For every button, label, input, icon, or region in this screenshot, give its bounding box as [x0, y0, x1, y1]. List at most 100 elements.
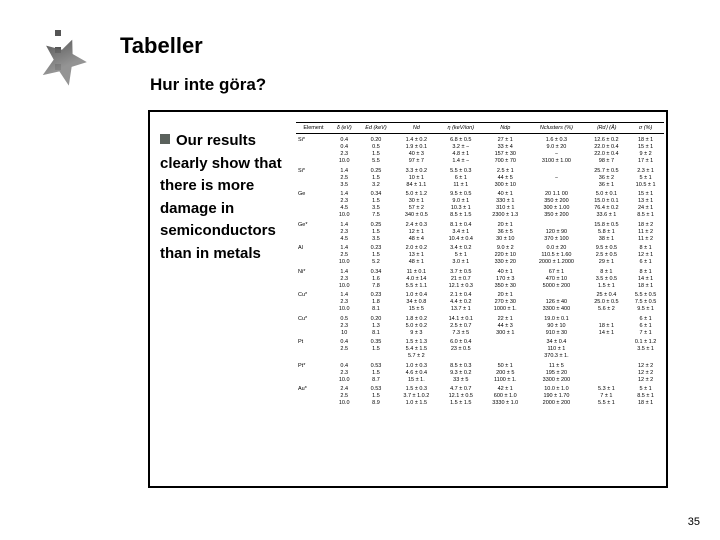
table-cell: Ni* — [296, 266, 331, 276]
table-cell: Si* — [296, 134, 331, 144]
table-cell: 9.5 ± 0.5 — [586, 242, 628, 252]
table-cell — [296, 275, 331, 282]
table-cell: 18 ± 2 — [627, 219, 664, 229]
table-cell: 0.34 — [358, 266, 395, 276]
table-cell: 19.0 ± 0.1 — [527, 313, 585, 323]
table-cell: 8.1 — [358, 306, 395, 313]
table-cell: 4.0 ± 14 — [394, 275, 438, 282]
table-cell: 44 ± 5 — [483, 174, 527, 181]
table-cell: 3.2 — [358, 181, 395, 188]
table-cell — [586, 369, 628, 376]
table-cell: 11 ± 2 — [627, 235, 664, 242]
table-cell: 2.3 — [331, 228, 358, 235]
table-row: 2.31.35.0 ± 0.22.5 ± 0.744 ± 390 ± 1018 … — [296, 322, 664, 329]
table-cell: 0.1 ± 1.2 — [627, 336, 664, 346]
bullet-text-block: Our results clearly show that there is m… — [160, 130, 290, 265]
table-cell: 22.0 ± 0.4 — [586, 151, 628, 158]
table-cell: 1.5 — [358, 198, 395, 205]
table-row: Ni*1.40.3411 ± 0.13.7 ± 0.540 ± 167 ± 18… — [296, 266, 664, 276]
table-cell — [586, 313, 628, 323]
table-cell: 1.0 ± 0.3 — [394, 360, 438, 370]
table-cell: 5.7 ± 2 — [394, 353, 438, 360]
table-cell: 6 ± 1 — [627, 313, 664, 323]
table-cell: 2.3 ± 1 — [627, 165, 664, 175]
table-cell: 5.3 ± 1 — [586, 383, 628, 393]
table-cell: 5.2 — [358, 259, 395, 266]
table-cell: 0.23 — [358, 289, 395, 299]
table-cell: Au* — [296, 383, 331, 393]
table-cell: 3.5 — [358, 205, 395, 212]
table-row: 2.51.55.4 ± 1.523 ± 0.5110 ± 13.5 ± 1 — [296, 346, 664, 353]
table-cell: 18 ± 1 — [586, 322, 628, 329]
table-cell — [296, 393, 331, 400]
table-cell: 34 ± 0.4 — [527, 336, 585, 346]
table-cell: 42 ± 1 — [483, 383, 527, 393]
table-cell: 1.4 — [331, 289, 358, 299]
table-cell: 340 ± 0.5 — [394, 212, 438, 219]
table-cell: 10 — [331, 329, 358, 336]
table-cell: 12 ± 2 — [627, 376, 664, 383]
table-cell: 3.5 ± 1 — [627, 346, 664, 353]
table-cell: 2.3 — [331, 151, 358, 158]
table-cell: 10.4 ± 0.4 — [438, 235, 483, 242]
table-cell: 1100 ± 1. — [483, 376, 527, 383]
table-cell: 15 ± 5 — [394, 306, 438, 313]
table-cell: 1.5 — [358, 369, 395, 376]
table-header-cell: Ed (keV) — [358, 123, 395, 134]
table-cell: 370 ± 100 — [527, 235, 585, 242]
table-cell: 10.0 — [331, 306, 358, 313]
table-cell: 18 ± 1 — [627, 400, 664, 407]
table-cell: 8.5 ± 1.5 — [438, 212, 483, 219]
table-cell: 3.2 ± − — [438, 144, 483, 151]
table-row: 2.51.53.7 ± 1.0.212.1 ± 0.5600 ± 1.0190 … — [296, 393, 664, 400]
table-cell: 350 ± 200 — [527, 212, 585, 219]
table-cell: 157 ± 30 — [483, 151, 527, 158]
table-cell: 30 ± 10 — [483, 235, 527, 242]
table-cell: 24 ± 1 — [627, 205, 664, 212]
table-cell: 22 ± 1 — [483, 313, 527, 323]
table-cell: 0.0 ± 20 — [527, 242, 585, 252]
table-row: 2.31.512 ± 13.4 ± 136 ± 5120 ± 905.8 ± 1… — [296, 228, 664, 235]
table-cell: 9.5 ± 0.5 — [438, 188, 483, 198]
table-cell: 2000 ± 200 — [527, 400, 585, 407]
table-cell: 2.4 ± 0.3 — [394, 219, 438, 229]
table-cell: 97 ± 7 — [394, 158, 438, 165]
table-cell: 3300 ± 200 — [527, 376, 585, 383]
table-cell — [527, 289, 585, 299]
table-cell: 1.5 — [358, 393, 395, 400]
table-cell: 300 ± 1 — [483, 329, 527, 336]
table-cell: Pt — [296, 336, 331, 346]
table-cell — [296, 299, 331, 306]
table-row: 2.51.510 ± 16 ± 144 ± 5−36 ± 25 ± 1 — [296, 174, 664, 181]
table-row: 4.53.557 ± 210.3 ± 1310 ± 1300 ± 1.0076.… — [296, 205, 664, 212]
table-cell: 4.8 ± 1 — [438, 151, 483, 158]
table-cell: 2.3 — [331, 369, 358, 376]
table-cell — [331, 353, 358, 360]
table-cell: 40 ± 1 — [483, 266, 527, 276]
table-cell: 7 ± 1 — [627, 329, 664, 336]
table-cell: 18 ± 1 — [627, 282, 664, 289]
table-cell: 8 ± 1 — [627, 242, 664, 252]
table-cell: 40 ± 1 — [483, 188, 527, 198]
table-cell: Cu* — [296, 313, 331, 323]
table-cell — [586, 346, 628, 353]
slide-title: Tabeller — [120, 33, 203, 59]
table-cell: 67 ± 1 — [527, 266, 585, 276]
table-row: 2.51.513 ± 15 ± 1220 ± 10110.5 ± 1.602.5… — [296, 252, 664, 259]
table-cell: 3100 ± 1.00 — [527, 158, 585, 165]
table-cell: 300 ± 10 — [483, 181, 527, 188]
table-cell — [586, 360, 628, 370]
table-cell: 10.0 — [331, 212, 358, 219]
table-cell: 8.5 ± 1 — [627, 393, 664, 400]
table-cell — [296, 369, 331, 376]
table-cell: 13.7 ± 1 — [438, 306, 483, 313]
table-cell: 2300 ± 1.3 — [483, 212, 527, 219]
table-cell: 34 ± 0.8 — [394, 299, 438, 306]
table-cell: 0.53 — [358, 383, 395, 393]
table-cell: 0.53 — [358, 360, 395, 370]
table-cell: 2.4 — [331, 383, 358, 393]
table-cell: 1.6 — [358, 275, 395, 282]
table-cell: 1.4 ± 0.2 — [394, 134, 438, 144]
table-cell: Ge* — [296, 219, 331, 229]
table-header-cell: Ndp — [483, 123, 527, 134]
